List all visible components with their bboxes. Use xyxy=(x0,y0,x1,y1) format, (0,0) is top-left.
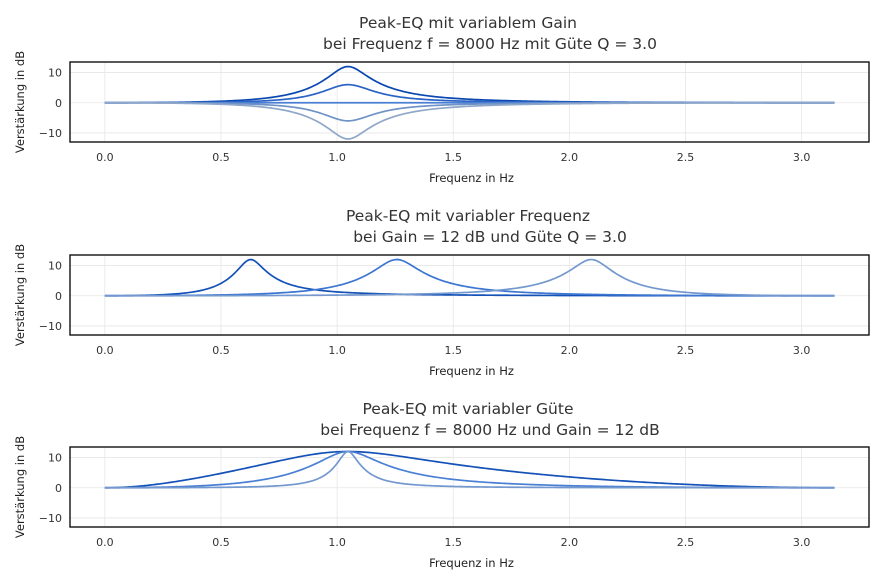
x-tick-label: 1.5 xyxy=(444,344,462,357)
x-tick-label: 2.5 xyxy=(677,344,695,357)
chart-subtitle: bei Frequenz f = 8000 Hz mit Güte Q = 3.… xyxy=(323,35,657,53)
series-line-3 xyxy=(104,450,835,489)
series-line-2 xyxy=(104,450,835,489)
x-tick-label: 2.0 xyxy=(561,344,579,357)
y-tick-label: −10 xyxy=(39,127,62,140)
x-tick-label: 3.0 xyxy=(793,344,811,357)
x-tick-label: 1.0 xyxy=(328,151,346,164)
subplot-1: Peak-EQ mit variablem Gain bei Frequenz f… xyxy=(13,14,870,185)
y-axis-label: Verstärkung in dB xyxy=(13,51,27,153)
series-line-2 xyxy=(104,258,835,297)
y-tick-label: 10 xyxy=(48,452,62,465)
chart-subtitle: bei Gain = 12 dB und Güte Q = 3.0 xyxy=(353,228,627,246)
y-axis-label: Verstärkung in dB xyxy=(13,436,27,538)
series-line-3 xyxy=(104,258,835,297)
chart-subtitle: bei Frequenz f = 8000 Hz und Gain = 12 d… xyxy=(320,421,659,439)
subplot-2: Peak-EQ mit variabler Frequenz bei Gain =… xyxy=(13,207,870,378)
x-tick-label: 2.5 xyxy=(677,536,695,549)
x-axis-label: Frequenz in Hz xyxy=(429,556,514,570)
series-line-1 xyxy=(104,65,835,104)
y-tick-label: 0 xyxy=(55,290,62,303)
chart-title: Peak-EQ mit variabler Güte xyxy=(362,400,573,418)
chart-title: Peak-EQ mit variabler Frequenz xyxy=(346,207,590,225)
x-tick-label: 1.5 xyxy=(444,151,462,164)
x-tick-label: 3.0 xyxy=(793,536,811,549)
x-tick-label: 2.5 xyxy=(677,151,695,164)
y-tick-label: 10 xyxy=(48,67,62,80)
x-axis-label: Frequenz in Hz xyxy=(429,364,514,378)
x-tick-label: 2.0 xyxy=(561,151,579,164)
x-tick-label: 2.0 xyxy=(561,536,579,549)
plot-frame xyxy=(69,446,870,528)
x-tick-label: 1.5 xyxy=(444,536,462,549)
y-tick-label: 0 xyxy=(55,97,62,110)
plot-frame xyxy=(69,61,870,143)
y-axis-label: Verstärkung in dB xyxy=(13,244,27,346)
x-tick-label: 3.0 xyxy=(793,151,811,164)
x-tick-label: 0.0 xyxy=(96,536,114,549)
chart-title: Peak-EQ mit variablem Gain xyxy=(359,14,577,32)
x-axis-label: Frequenz in Hz xyxy=(429,171,514,185)
x-tick-label: 0.5 xyxy=(212,344,230,357)
series-line-5 xyxy=(104,101,835,140)
series-line-1 xyxy=(104,258,835,297)
y-tick-label: 10 xyxy=(48,260,62,273)
x-tick-label: 1.0 xyxy=(328,536,346,549)
x-tick-label: 0.5 xyxy=(212,151,230,164)
x-tick-label: 1.0 xyxy=(328,344,346,357)
x-tick-label: 0.0 xyxy=(96,151,114,164)
y-tick-label: −10 xyxy=(39,512,62,525)
x-tick-label: 0.5 xyxy=(212,536,230,549)
plot-frame xyxy=(69,254,870,336)
y-tick-label: 0 xyxy=(55,482,62,495)
subplot-3: Peak-EQ mit variabler Güte bei Frequenz f… xyxy=(13,400,870,570)
y-tick-label: −10 xyxy=(39,320,62,333)
x-tick-label: 0.0 xyxy=(96,344,114,357)
series-line-1 xyxy=(104,450,835,489)
